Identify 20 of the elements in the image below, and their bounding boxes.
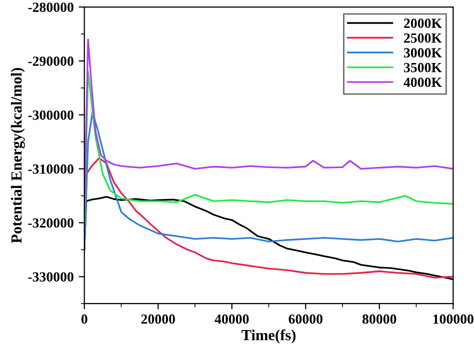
y-tick-label: -330000 xyxy=(28,272,74,282)
x-tick-label: 100000 xyxy=(433,314,474,324)
x-tick-label: 80000 xyxy=(362,314,396,324)
line-series xyxy=(84,111,454,251)
y-tick-label: -320000 xyxy=(28,218,74,228)
legend-label: 3500K xyxy=(404,62,442,72)
y-axis-title: Potential Energy(kcal/mol) xyxy=(10,68,25,244)
x-tick-label: 60000 xyxy=(288,314,322,324)
legend-label: 2000K xyxy=(404,18,442,28)
y-tick-label: -290000 xyxy=(28,56,74,66)
legend-label: 2500K xyxy=(404,33,442,43)
y-tick-label: -280000 xyxy=(28,2,74,12)
legend-label: 4000K xyxy=(404,78,442,88)
y-tick-label: -310000 xyxy=(28,164,74,174)
x-tick-label: 0 xyxy=(81,314,88,324)
y-tick-label: -300000 xyxy=(28,110,74,120)
x-tick-label: 20000 xyxy=(141,314,175,324)
x-tick-label: 40000 xyxy=(214,314,249,324)
x-axis-title: Time(fs) xyxy=(242,329,296,344)
legend-label: 3000K xyxy=(404,48,442,58)
